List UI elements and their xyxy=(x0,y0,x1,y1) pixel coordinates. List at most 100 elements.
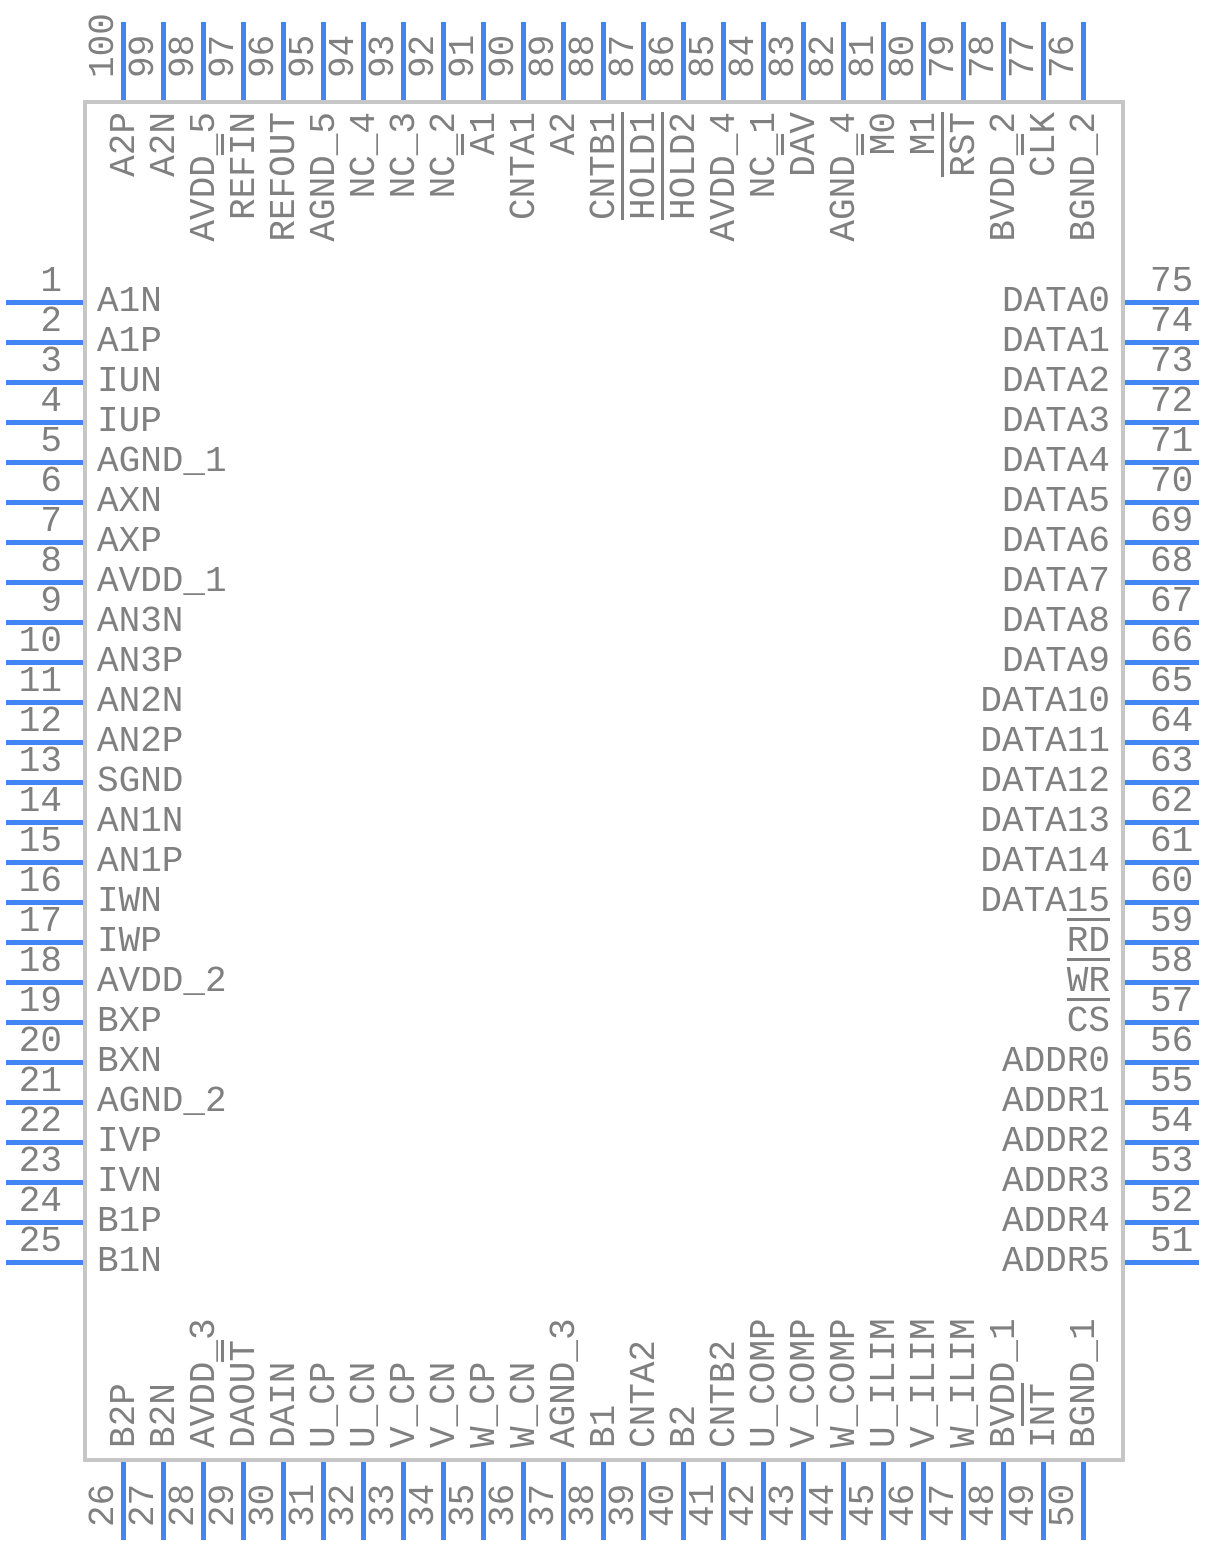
pin-line xyxy=(561,1462,566,1540)
pin-label: DATA15 xyxy=(710,884,1110,920)
pin-label-segment: IWP xyxy=(97,921,162,962)
pin-number: 78 xyxy=(963,34,1004,78)
pin-line xyxy=(241,1462,246,1540)
pin-line xyxy=(1125,820,1199,825)
pin-line xyxy=(721,1462,726,1540)
pin-label: WR xyxy=(710,958,1110,1002)
pin-line xyxy=(361,1462,366,1540)
pin-line xyxy=(321,22,326,100)
chip-body xyxy=(83,100,1125,1462)
pin-label-segment-overline: HOLD1 xyxy=(621,112,665,221)
pin-number: 76 xyxy=(1043,34,1084,78)
pin-label-segment: DATA12 xyxy=(980,761,1110,802)
pin-number: 24 xyxy=(18,1181,62,1222)
pin-label-segment: DATA10 xyxy=(980,681,1110,722)
pin-label-segment-overline: T xyxy=(221,1339,265,1362)
pin-line xyxy=(481,22,486,100)
pin-line xyxy=(1125,700,1199,705)
pin-line xyxy=(1125,900,1199,905)
pin-number: 25 xyxy=(18,1221,62,1262)
pin-label: IUP xyxy=(97,404,162,440)
pin-label: HOLD2 xyxy=(661,112,705,372)
pin-label: DATA11 xyxy=(710,724,1110,760)
pin-label-segment: IUP xyxy=(97,401,162,442)
pin-label-segment: A1N xyxy=(97,281,162,322)
pin-label-segment: AN1P xyxy=(97,841,184,882)
pin-label: NC_4 xyxy=(344,112,385,372)
pin-line xyxy=(1125,1180,1199,1185)
pin-label: AN1N xyxy=(97,804,183,840)
pin-label: A2P xyxy=(104,112,145,372)
pin-line xyxy=(1125,380,1199,385)
pin-line xyxy=(521,22,526,100)
pin-label-segment: AXN xyxy=(97,481,162,522)
pin-line xyxy=(1125,860,1199,865)
pin-label: IWP xyxy=(97,924,162,960)
pin-line xyxy=(601,22,606,100)
pin-label: M1 xyxy=(904,112,945,372)
pin-number: 97 xyxy=(203,34,244,78)
pin-line xyxy=(881,22,886,100)
pin-label: DATA1 xyxy=(710,324,1110,360)
pin-line xyxy=(6,1260,83,1265)
pin-line xyxy=(6,1100,83,1105)
pin-line xyxy=(161,22,166,100)
pin-label-segment: CNTA1 xyxy=(504,112,545,221)
pin-label-segment: AN3N xyxy=(97,601,184,642)
pin-number: 4 xyxy=(40,381,62,422)
pin-label: A1N xyxy=(97,284,162,320)
pin-label: AVDD_5 xyxy=(184,112,225,372)
pin-label: A1P xyxy=(97,324,162,360)
pin-label-segment: DATA11 xyxy=(980,721,1110,762)
pin-line xyxy=(961,1462,966,1540)
pin-line xyxy=(6,860,83,865)
pin-line xyxy=(6,1020,83,1025)
pin-label: BXN xyxy=(97,1044,162,1080)
pin-label-segment: AN1N xyxy=(97,801,184,842)
pin-label: DATA10 xyxy=(710,684,1110,720)
pin-label: DATA5 xyxy=(710,484,1110,520)
pin-line xyxy=(361,22,366,100)
pin-label-segment: IVN xyxy=(97,1161,162,1202)
pin-number: 60 xyxy=(1150,861,1194,902)
pin-label-segment: A2P xyxy=(104,112,145,177)
pin-number: 11 xyxy=(18,661,62,702)
pin-label-segment-overline: I xyxy=(221,133,265,156)
pin-line xyxy=(1125,740,1199,745)
pin-line xyxy=(401,22,406,100)
pin-line xyxy=(281,1462,286,1540)
pin-number: 13 xyxy=(18,741,62,782)
pin-label: REFOUT xyxy=(264,112,305,372)
pin-line xyxy=(1125,1020,1199,1025)
pin-line xyxy=(1125,1220,1199,1225)
pin-label: DATA7 xyxy=(710,564,1110,600)
pin-number: 61 xyxy=(1150,821,1194,862)
pin-line xyxy=(6,980,83,985)
pin-label: M0 xyxy=(861,112,905,372)
pin-label-segment: AGND_4 xyxy=(824,112,865,242)
pin-label-segment: AGND_5 xyxy=(304,112,345,242)
pin-label-segment: SGND xyxy=(97,761,184,802)
pin-label: DATA12 xyxy=(710,764,1110,800)
pin-number: 70 xyxy=(1150,461,1194,502)
pin-label-segment: DATA15 xyxy=(980,881,1110,922)
pin-line xyxy=(601,1462,606,1540)
pin-line xyxy=(6,1060,83,1065)
pin-label-segment: 0 xyxy=(864,112,905,134)
pin-label-segment-overline: RST xyxy=(941,112,985,177)
pin-label-segment: ADDR3 xyxy=(1001,1161,1110,1202)
pin-label-segment: D xyxy=(784,155,825,177)
pin-label-segment: REFOUT xyxy=(264,112,305,242)
pin-number: 9 xyxy=(40,581,62,622)
pin-number: 22 xyxy=(18,1101,62,1142)
pin-label: AN2N xyxy=(97,684,183,720)
pin-label-segment: C xyxy=(1024,155,1065,177)
pin-label-segment: DATA5 xyxy=(1001,481,1110,522)
pin-line xyxy=(6,500,83,505)
pin-label-segment: DATA7 xyxy=(1001,561,1110,602)
pin-line xyxy=(1125,1100,1199,1105)
pin-label: AGND_4 xyxy=(824,112,865,372)
pin-number: 86 xyxy=(643,34,684,78)
pin-label: BGND_2 xyxy=(1064,112,1105,372)
pin-label: CLK xyxy=(1021,112,1065,372)
